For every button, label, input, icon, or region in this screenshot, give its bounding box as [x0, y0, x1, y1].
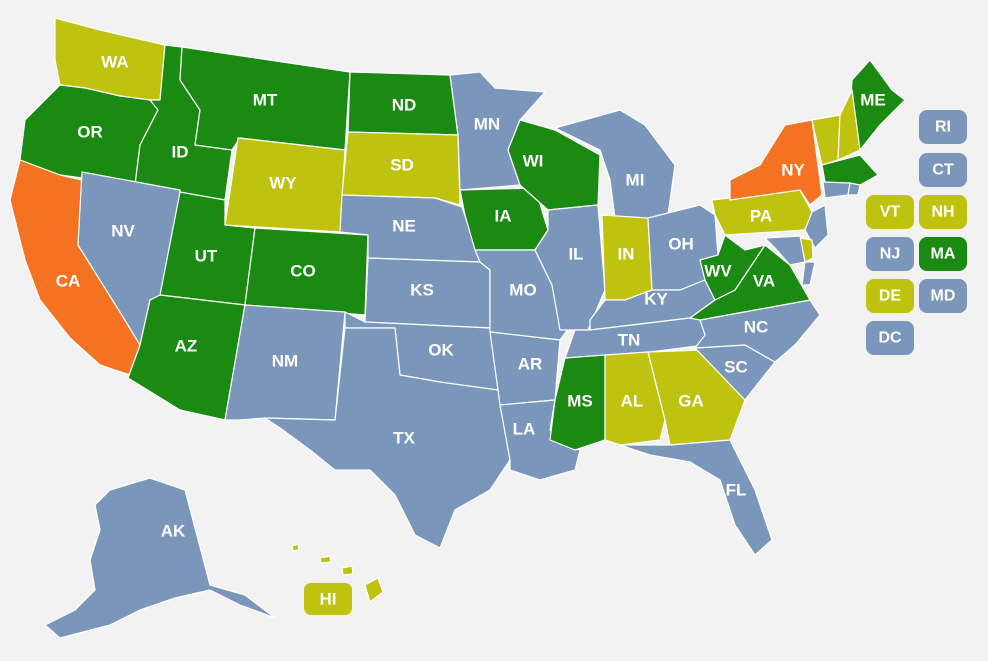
- small-state-chip-md[interactable]: [919, 279, 967, 313]
- state-label-va: VA: [753, 272, 775, 291]
- state-nj-shape[interactable]: [804, 204, 829, 249]
- state-label-wi: WI: [523, 152, 544, 171]
- small-state-label-de: DE: [879, 288, 902, 305]
- state-label-wy: WY: [269, 174, 297, 193]
- state-labels: WA OR CA ID NV MT WY UT AZ CO NM ND SD NE KS OK TX MN IA MO…: [56, 53, 886, 615]
- state-label-ky: KY: [644, 290, 668, 309]
- small-state-label-nj: NJ: [880, 246, 900, 263]
- state-label-hi: HI: [320, 590, 337, 609]
- small-state-chip-ct[interactable]: [919, 153, 967, 187]
- state-hi-island-2[interactable]: [319, 555, 332, 564]
- state-label-or: OR: [77, 123, 103, 142]
- state-label-nm: NM: [272, 352, 298, 371]
- state-mt[interactable]: [179, 46, 351, 151]
- small-state-label-ri: RI: [935, 119, 951, 136]
- small-state-chip-ri[interactable]: [919, 110, 967, 144]
- state-label-oh: OH: [668, 235, 694, 254]
- state-label-mn: MN: [474, 115, 500, 134]
- small-state-label-ct: CT: [932, 162, 954, 179]
- state-ma-shape[interactable]: [821, 154, 879, 186]
- state-label-ne: NE: [392, 217, 416, 236]
- state-hi-chip[interactable]: [304, 583, 352, 615]
- state-nh-shape[interactable]: [837, 89, 861, 161]
- state-label-ms: MS: [567, 392, 593, 411]
- state-label-ar: AR: [518, 355, 543, 374]
- state-hi-island-3[interactable]: [341, 565, 354, 576]
- state-label-id: ID: [172, 143, 189, 162]
- state-label-la: LA: [513, 420, 536, 439]
- state-label-sd: SD: [390, 156, 414, 175]
- state-label-ak: AK: [161, 522, 186, 541]
- state-label-il: IL: [568, 245, 583, 264]
- state-label-me: ME: [860, 91, 886, 110]
- state-label-tx: TX: [393, 429, 415, 448]
- small-state-chip-de[interactable]: [866, 279, 914, 313]
- state-fl[interactable]: [619, 439, 773, 556]
- state-label-ca: CA: [56, 272, 81, 291]
- state-md-shape[interactable]: [764, 235, 806, 266]
- state-dc-shape[interactable]: [801, 261, 816, 286]
- state-hi[interactable]: [364, 577, 384, 603]
- small-state-chip-vt[interactable]: [866, 195, 914, 229]
- state-label-nv: NV: [111, 222, 135, 241]
- state-label-ga: GA: [678, 392, 704, 411]
- state-label-mt: MT: [253, 91, 278, 110]
- state-ak[interactable]: [44, 477, 276, 639]
- small-state-legend: RI CT VT NH NJ MA DE MD DC: [866, 110, 967, 355]
- state-label-in: IN: [618, 245, 635, 264]
- state-label-wa: WA: [101, 53, 128, 72]
- state-tx[interactable]: [264, 327, 511, 549]
- state-ny[interactable]: [729, 119, 823, 206]
- state-label-al: AL: [621, 392, 644, 411]
- state-hi-island-1[interactable]: [291, 543, 300, 552]
- state-label-mi: MI: [626, 171, 645, 190]
- small-state-chip-nj[interactable]: [866, 237, 914, 271]
- small-state-label-nh: NH: [931, 204, 954, 221]
- state-label-ok: OK: [428, 341, 454, 360]
- state-label-nd: ND: [392, 96, 417, 115]
- state-label-ut: UT: [195, 247, 218, 266]
- state-ri-shape[interactable]: [847, 182, 861, 196]
- state-label-ny: NY: [781, 161, 805, 180]
- state-il[interactable]: [534, 204, 606, 331]
- state-label-wv: WV: [704, 262, 732, 281]
- state-label-nc: NC: [744, 318, 769, 337]
- state-ct-shape[interactable]: [822, 181, 851, 199]
- state-label-ia: IA: [495, 207, 512, 226]
- small-state-label-vt: VT: [880, 204, 901, 221]
- small-state-chip-nh[interactable]: [919, 195, 967, 229]
- small-state-label-dc: DC: [878, 330, 902, 347]
- state-wv[interactable]: [699, 234, 766, 301]
- state-label-tn: TN: [618, 331, 641, 350]
- state-label-az: AZ: [175, 337, 198, 356]
- small-state-chip-dc[interactable]: [866, 321, 914, 355]
- small-state-label-md: MD: [931, 288, 956, 305]
- small-state-chip-ma[interactable]: [919, 237, 967, 271]
- small-state-label-ma: MA: [931, 246, 956, 263]
- state-label-mo: MO: [509, 281, 536, 300]
- state-label-co: CO: [290, 262, 316, 281]
- state-label-fl: FL: [726, 481, 747, 500]
- state-label-pa: PA: [750, 207, 772, 226]
- state-label-sc: SC: [724, 358, 748, 377]
- state-label-ks: KS: [410, 281, 434, 300]
- state-sd[interactable]: [341, 131, 461, 206]
